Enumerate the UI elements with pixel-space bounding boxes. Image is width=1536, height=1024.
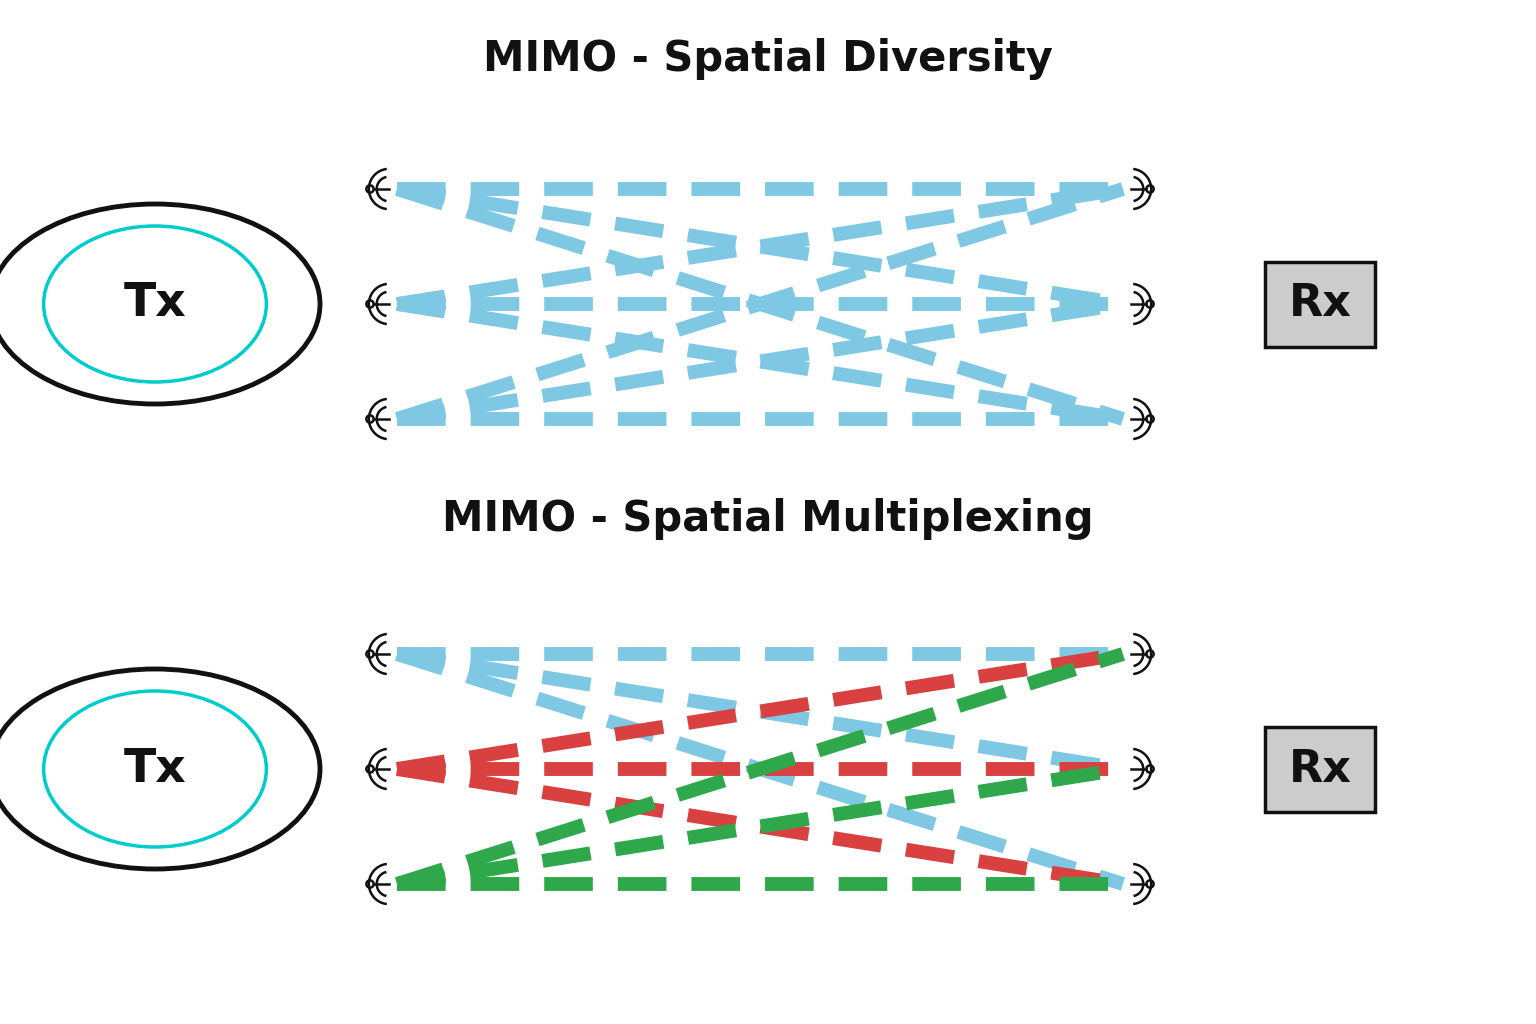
Text: Rx: Rx [1289,748,1352,791]
Text: MIMO - Spatial Multiplexing: MIMO - Spatial Multiplexing [442,498,1094,540]
Text: MIMO - Spatial Diversity: MIMO - Spatial Diversity [482,38,1054,80]
Text: Tx: Tx [123,746,186,792]
Bar [1266,726,1375,811]
Text: Rx: Rx [1289,283,1352,326]
Bar [1266,261,1375,346]
Text: Tx: Tx [123,282,186,327]
